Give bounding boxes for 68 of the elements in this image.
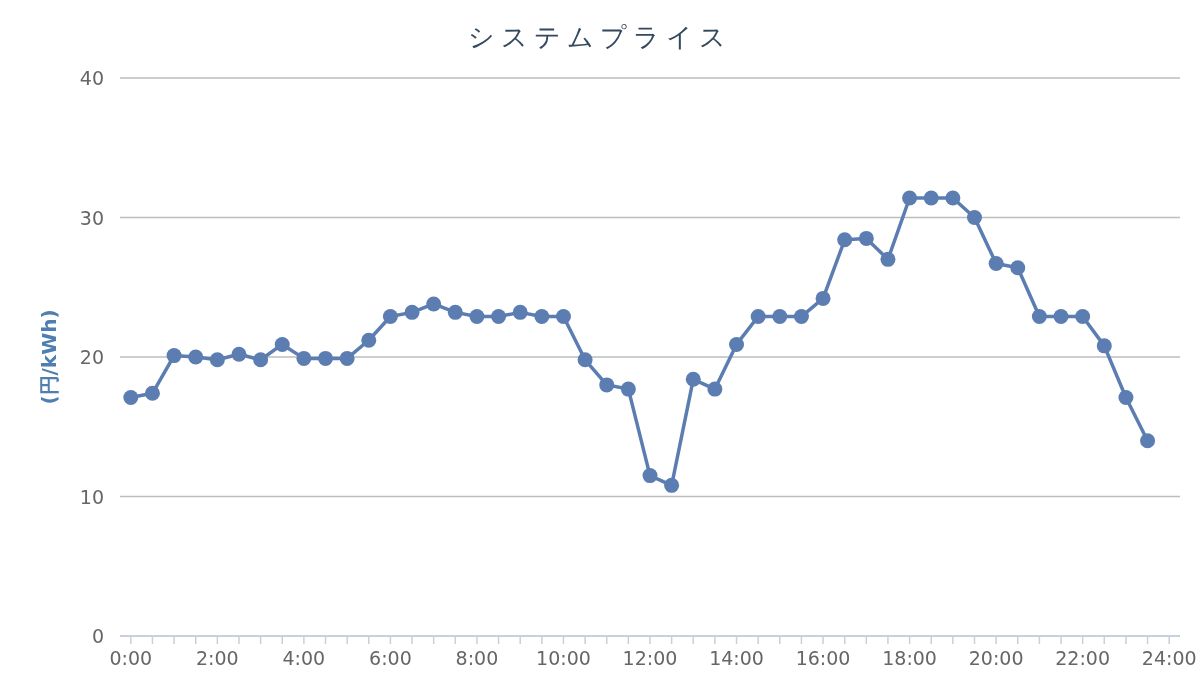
x-tick-label: 14:00 — [709, 647, 764, 669]
point — [685, 371, 701, 387]
point — [1053, 309, 1069, 325]
point — [1096, 338, 1112, 354]
x-tick-label: 0:00 — [109, 647, 153, 669]
point — [902, 190, 918, 206]
point — [253, 352, 269, 368]
x-tick-label: 22:00 — [1055, 647, 1111, 669]
y-tick-label: 0 — [91, 625, 104, 647]
chart-title: システムプライス — [468, 22, 732, 52]
x-tick-label: 8:00 — [455, 647, 499, 669]
point — [858, 230, 874, 246]
point — [534, 309, 550, 325]
y-tick-label: 20 — [79, 346, 104, 368]
point — [123, 389, 139, 405]
point — [491, 309, 507, 325]
x-tick-label: 2:00 — [196, 647, 239, 669]
point — [426, 296, 442, 312]
point — [966, 210, 982, 225]
point — [447, 304, 463, 320]
x-tick-label: 10:00 — [536, 647, 591, 669]
point — [144, 385, 160, 401]
point — [620, 381, 636, 397]
point — [1010, 260, 1026, 276]
point — [318, 350, 334, 366]
point — [1031, 309, 1047, 325]
point — [642, 468, 658, 484]
point — [988, 256, 1004, 272]
point — [815, 290, 831, 306]
point — [231, 346, 247, 362]
point — [555, 309, 571, 325]
point — [664, 477, 680, 493]
y-tick-label: 40 — [79, 67, 104, 89]
x-tick-label: 24:00 — [1141, 647, 1197, 669]
point — [296, 350, 312, 366]
point — [512, 304, 528, 320]
y-tick-label: 10 — [79, 485, 104, 508]
x-tick-label: 20:00 — [968, 647, 1024, 669]
point — [188, 349, 204, 365]
x-tick-label: 4:00 — [282, 647, 326, 669]
point — [729, 336, 745, 352]
point — [577, 352, 593, 368]
x-tick-label: 18:00 — [882, 647, 937, 669]
point — [1075, 309, 1091, 325]
point — [772, 309, 788, 325]
point — [923, 190, 939, 206]
point — [945, 190, 961, 206]
x-tick-label: 12:00 — [622, 647, 678, 669]
x-tick-label: 6:00 — [369, 647, 412, 669]
point — [274, 336, 290, 352]
point — [469, 309, 485, 325]
point — [404, 304, 420, 320]
point — [707, 381, 723, 397]
point — [1140, 433, 1156, 449]
point — [880, 251, 896, 267]
point — [382, 309, 398, 325]
point — [837, 232, 853, 248]
point — [599, 377, 615, 393]
point — [361, 332, 377, 348]
y-axis-title: (円/kWh) — [37, 309, 61, 405]
x-tick-label: 16:00 — [795, 647, 851, 669]
y-tick-label: 30 — [79, 206, 104, 229]
point — [750, 309, 766, 325]
point — [793, 309, 809, 325]
point — [209, 352, 225, 368]
point — [339, 350, 355, 366]
point — [1118, 389, 1134, 405]
point — [166, 348, 182, 364]
